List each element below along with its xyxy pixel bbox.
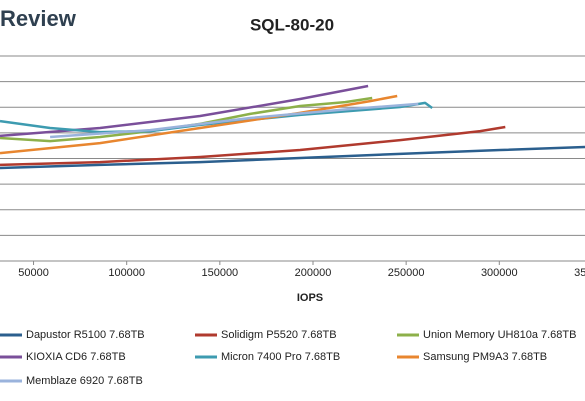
x-tick-label: 200000: [295, 267, 332, 279]
series-line: [0, 96, 373, 143]
legend-label: Samsung PM9A3 7.68TB: [423, 351, 547, 363]
brand: Review: [0, 6, 77, 31]
series-line: [0, 125, 506, 167]
legend-label: Union Memory UH810a 7.68TB: [423, 329, 576, 341]
series-line: [0, 145, 585, 170]
legend-label: Dapustor R5100 7.68TB: [26, 329, 145, 341]
legend-label: Micron 7400 Pro 7.68TB: [221, 351, 340, 363]
x-tick-label: 250000: [388, 267, 425, 279]
legend-label: Memblaze 6920 7.68TB: [26, 375, 143, 387]
series-line: [0, 94, 398, 155]
series-line: [0, 84, 369, 138]
x-tick-label: 100000: [108, 267, 145, 279]
x-axis-label: IOPS: [297, 292, 323, 304]
x-tick-label: 150000: [201, 267, 238, 279]
series-line: [50, 102, 419, 139]
x-tick-label: 350000: [574, 267, 585, 279]
chart-title: SQL-80-20: [250, 15, 334, 34]
legend-label: Solidigm P5520 7.68TB: [221, 329, 337, 341]
x-tick-label: 300000: [481, 267, 518, 279]
x-tick-label: 50000: [18, 267, 49, 279]
legend-label: KIOXIA CD6 7.68TB: [26, 351, 126, 363]
